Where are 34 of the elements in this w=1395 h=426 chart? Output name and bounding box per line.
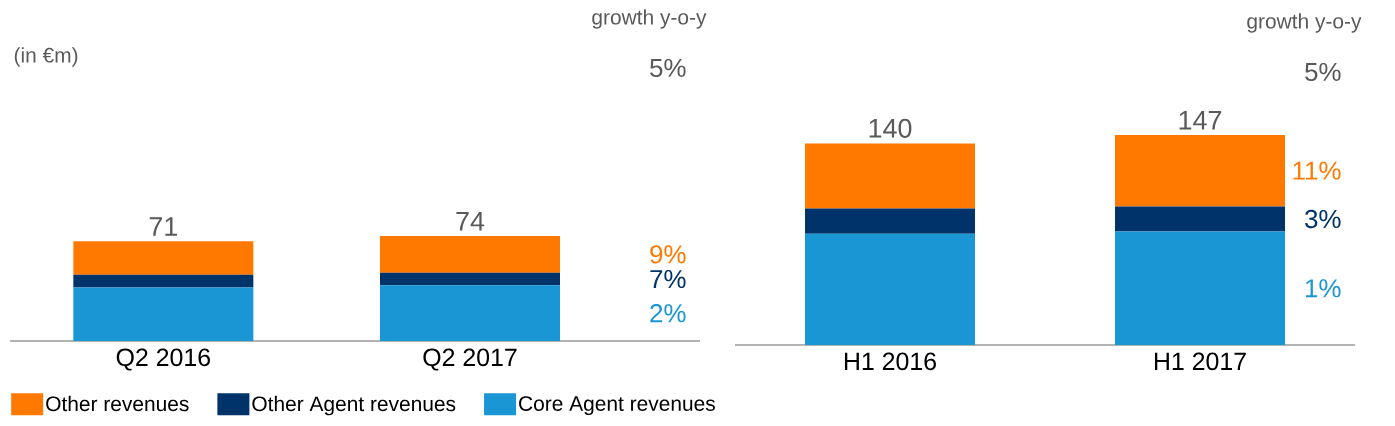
bar xyxy=(1115,135,1286,207)
legend-label: Other revenues xyxy=(46,395,189,412)
text: 5% xyxy=(650,58,686,78)
legend-label: Other Agent revenues xyxy=(252,395,456,416)
bar xyxy=(380,236,560,273)
annotation: 9% xyxy=(650,245,686,264)
bar xyxy=(73,287,254,341)
bar xyxy=(1115,231,1286,345)
annotation: 11% xyxy=(1293,161,1341,180)
x-tick-label: Q2 2017 xyxy=(423,348,517,371)
text: growth y-o-y xyxy=(592,9,707,29)
y-axis-title: (in €m) xyxy=(14,47,78,67)
text: growth y-o-y xyxy=(1247,13,1362,33)
annotation: 7% xyxy=(650,269,686,289)
bar xyxy=(805,233,976,345)
bar xyxy=(380,272,560,286)
annotation: 3% xyxy=(1305,209,1341,229)
bar xyxy=(805,143,976,209)
legend-label: Core Agent revenues xyxy=(519,396,715,416)
annotation: 1% xyxy=(1306,279,1341,298)
annotation: 147 xyxy=(1179,110,1222,130)
annotation: 2% xyxy=(650,304,686,323)
text: 5% xyxy=(1305,62,1341,82)
bar xyxy=(380,285,560,341)
annotation: 140 xyxy=(869,118,912,138)
bar xyxy=(805,208,976,234)
bar xyxy=(73,274,254,288)
bar xyxy=(73,241,254,275)
x-tick-label: H1 2017 xyxy=(1154,352,1246,371)
x-tick-label: Q2 2016 xyxy=(116,348,210,371)
annotation: 74 xyxy=(456,211,485,231)
x-tick-label: H1 2016 xyxy=(844,352,936,371)
annotation: 71 xyxy=(149,217,177,236)
bar xyxy=(1115,206,1286,232)
